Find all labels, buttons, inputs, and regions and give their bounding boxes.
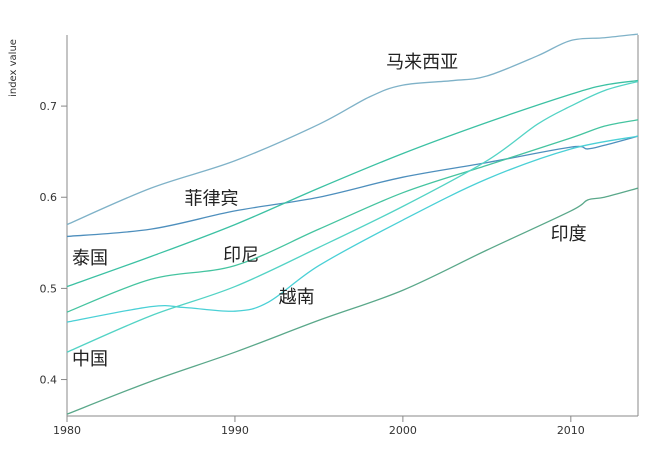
x-tick-label: 2010	[557, 424, 585, 437]
series-line-6	[66, 187, 639, 415]
series-line-3	[66, 119, 639, 313]
series-line-0	[66, 33, 639, 226]
y-axis-title: index value	[8, 39, 19, 97]
series-label: 中国	[72, 349, 108, 370]
x-tick-label: 2000	[389, 424, 417, 437]
series-label: 印尼	[223, 245, 259, 266]
chart-axes: 1980 1990 2000 2010 0.4 0.5 0.6 0.7 index valu…	[8, 35, 639, 437]
x-tick-label: 1990	[221, 424, 249, 437]
y-tick-label: 0.4	[40, 374, 58, 387]
series-lines	[66, 33, 639, 415]
y-axis-ticks: 0.4 0.5 0.6 0.7	[40, 100, 67, 387]
y-tick-label: 0.7	[40, 100, 58, 113]
x-axis-ticks: 1980 1990 2000 2010	[53, 416, 585, 437]
series-label: 菲律宾	[185, 189, 239, 210]
series-line-2	[66, 79, 639, 288]
series-line-5	[66, 80, 639, 353]
y-tick-label: 0.6	[40, 191, 58, 204]
series-label: 印度	[551, 224, 587, 245]
series-line-4	[66, 135, 639, 323]
series-label: 越南	[279, 287, 315, 308]
series-line-1	[66, 135, 639, 238]
x-tick-label: 1980	[53, 424, 81, 437]
series-label: 泰国	[72, 248, 108, 269]
y-tick-label: 0.5	[40, 282, 58, 295]
series-label: 马来西亚	[386, 52, 458, 73]
